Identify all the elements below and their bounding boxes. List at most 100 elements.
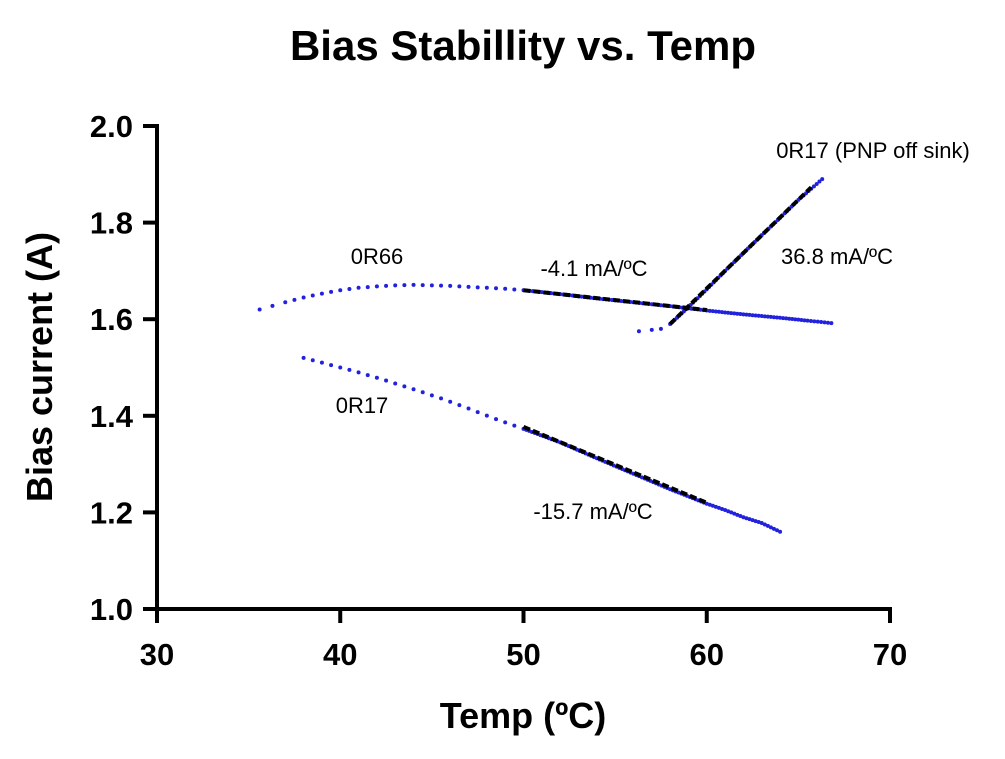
data-point — [475, 285, 480, 290]
data-point — [756, 520, 761, 525]
data-point — [301, 355, 306, 360]
data-point — [494, 417, 499, 422]
series-layer — [257, 177, 834, 534]
data-point — [484, 413, 489, 418]
data-point — [710, 309, 715, 314]
data-point — [707, 502, 712, 507]
data-point — [619, 299, 624, 304]
data-point — [817, 179, 822, 184]
x-tick-label: 40 — [323, 637, 357, 672]
data-point — [512, 287, 517, 292]
data-point — [512, 423, 517, 428]
data-point — [796, 317, 801, 322]
data-point — [429, 393, 434, 398]
data-point — [768, 525, 773, 530]
data-point — [720, 506, 725, 511]
data-point — [808, 318, 813, 323]
data-point — [765, 314, 770, 319]
fit-line — [522, 425, 708, 505]
y-tick-label: 1.4 — [90, 399, 134, 434]
data-point — [744, 516, 749, 521]
data-point — [726, 310, 731, 315]
data-point — [778, 315, 783, 320]
data-point — [365, 373, 370, 378]
data-point — [402, 384, 407, 389]
data-point — [713, 309, 718, 314]
data-point — [784, 316, 789, 321]
slope-label-0r17-pnp: 36.8 mA/ºC — [781, 244, 893, 269]
data-point — [790, 317, 795, 322]
fit-line — [668, 185, 813, 326]
fit-line-layer — [522, 185, 813, 505]
data-point — [732, 511, 737, 516]
data-point — [384, 378, 389, 383]
data-point — [811, 184, 816, 189]
data-point — [732, 311, 737, 316]
series-label-0r66: 0R66 — [351, 244, 404, 269]
data-point — [778, 529, 783, 534]
data-point — [762, 522, 767, 527]
data-point — [503, 286, 508, 291]
data-point — [768, 314, 773, 319]
data-point — [393, 283, 398, 288]
data-point — [292, 297, 297, 302]
data-point — [457, 284, 462, 289]
data-point — [750, 518, 755, 523]
data-point — [787, 316, 792, 321]
series-label-0r17: 0R17 — [336, 393, 389, 418]
data-point — [738, 514, 743, 519]
data-point — [457, 403, 462, 408]
data-point — [411, 387, 416, 392]
data-point — [466, 406, 471, 411]
data-point — [771, 315, 776, 320]
data-point — [825, 320, 830, 325]
data-point — [753, 519, 758, 524]
slope-label-0r17: -15.7 mA/ºC — [533, 499, 652, 524]
data-point — [741, 312, 746, 317]
data-point — [729, 311, 734, 316]
data-point — [484, 285, 489, 290]
data-point — [393, 381, 398, 386]
x-tick-label: 60 — [690, 637, 724, 672]
chart-title: Bias Stabillity vs. Temp — [290, 22, 756, 69]
data-point — [579, 294, 584, 299]
x-axis-ticks: 30 40 50 60 70 — [140, 609, 907, 672]
data-point — [793, 317, 798, 322]
data-point — [744, 312, 749, 317]
data-point — [710, 503, 715, 508]
data-point — [704, 501, 709, 506]
data-point — [753, 313, 758, 318]
data-point — [735, 512, 740, 517]
y-tick-label: 1.6 — [90, 302, 133, 337]
data-point — [338, 288, 343, 293]
data-point — [420, 390, 425, 395]
data-point — [503, 420, 508, 425]
fit-line — [523, 288, 707, 313]
x-tick-label: 30 — [140, 637, 174, 672]
data-point — [420, 283, 425, 288]
data-point — [329, 363, 334, 368]
data-point — [301, 295, 306, 300]
data-point — [257, 307, 262, 312]
data-point — [270, 303, 275, 308]
data-point — [448, 399, 453, 404]
data-point — [539, 290, 544, 295]
data-point — [735, 311, 740, 316]
y-axis-ticks: 1.0 1.2 1.4 1.6 1.8 2.0 — [90, 109, 157, 627]
data-point — [805, 318, 810, 323]
data-point — [723, 310, 728, 315]
data-point — [698, 307, 703, 312]
data-point — [716, 505, 721, 510]
x-axis-title: Temp (ºC) — [440, 695, 606, 736]
data-point — [716, 309, 721, 314]
data-point — [411, 282, 416, 287]
data-point — [820, 177, 825, 182]
data-point — [802, 318, 807, 323]
data-point — [448, 283, 453, 288]
data-point — [815, 319, 820, 324]
data-point — [774, 528, 779, 533]
series-0r66 — [257, 282, 834, 326]
data-point — [384, 283, 389, 288]
data-point — [741, 515, 746, 520]
x-tick-label: 50 — [506, 637, 540, 672]
